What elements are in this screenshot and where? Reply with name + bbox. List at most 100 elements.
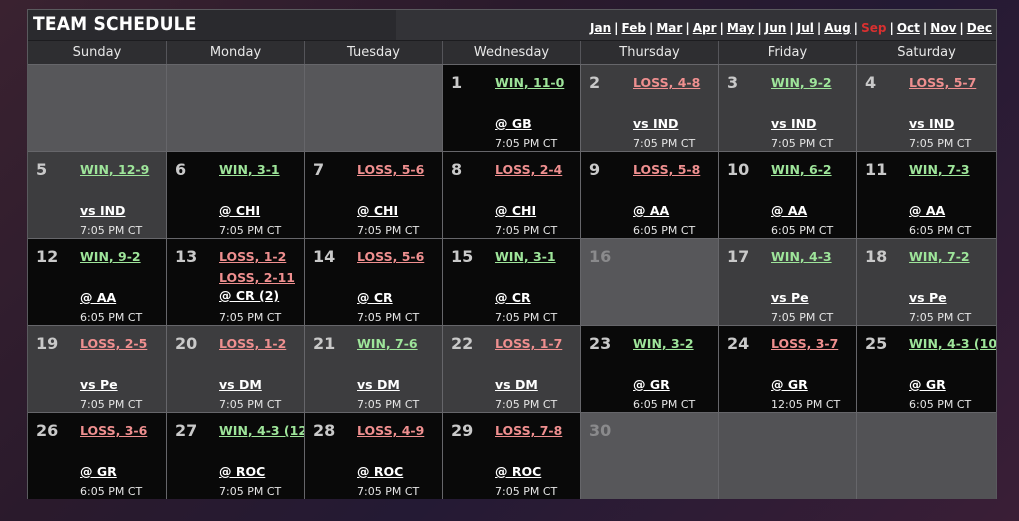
game-result-link[interactable]: WIN, 6-2: [771, 162, 832, 177]
game-time: 7:05 PM CT: [495, 485, 558, 498]
opponent-link[interactable]: vs DM: [219, 377, 262, 392]
month-link-mar[interactable]: Mar: [656, 21, 683, 35]
game-result-link[interactable]: WIN, 7-6: [357, 336, 418, 351]
opponent-link[interactable]: @ CHI: [495, 203, 537, 218]
game-result-link[interactable]: LOSS, 4-9: [357, 423, 425, 438]
game-results: WIN, 11-0: [495, 72, 564, 93]
month-separator: |: [719, 21, 724, 35]
day-number: 15: [451, 247, 474, 266]
month-link-dec[interactable]: Dec: [966, 21, 992, 35]
game-result-link[interactable]: WIN, 11-0: [495, 75, 565, 90]
opponent-link[interactable]: @ ROC: [495, 464, 542, 479]
game-result-link[interactable]: WIN, 12-9: [80, 162, 150, 177]
game-result-link[interactable]: LOSS, 5-7: [909, 75, 977, 90]
month-link-oct[interactable]: Oct: [896, 21, 920, 35]
day-cell-22: 22 LOSS, 1-7 vs DM 7:05 PM CT: [442, 325, 580, 412]
empty-day-cell: [718, 412, 856, 499]
game-result-link[interactable]: LOSS, 3-6: [80, 423, 148, 438]
game-result-link[interactable]: WIN, 3-1: [219, 162, 280, 177]
day-cell-4: 4 LOSS, 5-7 vs IND 7:05 PM CT: [856, 64, 996, 151]
month-link-apr[interactable]: Apr: [692, 21, 717, 35]
game-result-link[interactable]: WIN, 3-2: [633, 336, 694, 351]
opponent-link[interactable]: @ AA: [909, 203, 946, 218]
opponent-link[interactable]: @ ROC: [357, 464, 404, 479]
game-result-link[interactable]: LOSS, 2-4: [495, 162, 563, 177]
game-time: 7:05 PM CT: [219, 398, 282, 411]
month-separator: |: [889, 21, 894, 35]
opponent-link[interactable]: vs Pe: [771, 290, 809, 305]
game-time: 7:05 PM CT: [80, 224, 143, 237]
opponent-link[interactable]: @ GR: [771, 377, 808, 392]
month-link-may[interactable]: May: [726, 21, 755, 35]
game-result-link[interactable]: LOSS, 1-7: [495, 336, 563, 351]
month-link-jul[interactable]: Jul: [796, 21, 814, 35]
game-result-link[interactable]: WIN, 9-2: [771, 75, 832, 90]
day-cell-30: 30: [580, 412, 718, 499]
opponent-link[interactable]: vs Pe: [80, 377, 118, 392]
month-link-jan[interactable]: Jan: [590, 21, 612, 35]
month-selector: Jan | Feb | Mar | Apr | May | Jun | Jul | Aug | Sep | Oct |…: [590, 21, 992, 35]
opponent-link[interactable]: vs IND: [80, 203, 126, 218]
game-result-link[interactable]: WIN, 4-3: [771, 249, 832, 264]
opponent-link[interactable]: vs IND: [909, 116, 955, 131]
opponent-link[interactable]: vs DM: [357, 377, 400, 392]
game-result-link[interactable]: WIN, 7-2: [909, 249, 970, 264]
game-results: LOSS, 3-6: [80, 420, 147, 441]
opponent-link[interactable]: @ CHI: [357, 203, 399, 218]
game-result-link[interactable]: LOSS, 5-6: [357, 249, 425, 264]
game-results: WIN, 7-3: [909, 159, 970, 180]
day-number: 7: [313, 160, 325, 179]
opponent-link[interactable]: @ GB: [495, 116, 532, 131]
opponent-link[interactable]: @ AA: [633, 203, 670, 218]
game-time: 6:05 PM CT: [771, 224, 834, 237]
game-result-link[interactable]: WIN, 4-3 (12): [219, 423, 304, 438]
month-link-sep[interactable]: Sep: [861, 21, 887, 35]
opponent-link[interactable]: @ ROC: [219, 464, 266, 479]
day-cell-9: 9 LOSS, 5-8 @ AA 6:05 PM CT: [580, 151, 718, 238]
game-result-link[interactable]: WIN, 9-2: [80, 249, 141, 264]
game-result-link[interactable]: LOSS, 2-5: [80, 336, 148, 351]
opponent-link[interactable]: vs Pe: [909, 290, 947, 305]
game-result-link[interactable]: LOSS, 5-8: [633, 162, 701, 177]
opponent-link[interactable]: @ CHI: [219, 203, 261, 218]
opponent-link[interactable]: vs DM: [495, 377, 538, 392]
opponent-link[interactable]: @ AA: [771, 203, 808, 218]
opponent-link[interactable]: @ CR: [495, 290, 531, 305]
game-results: WIN, 3-2: [633, 333, 694, 354]
opponent-link[interactable]: @ CR: [357, 290, 393, 305]
day-number: 6: [175, 160, 187, 179]
game-result-link[interactable]: LOSS, 5-6: [357, 162, 425, 177]
opponent-link[interactable]: @ GR: [80, 464, 117, 479]
game-result-link[interactable]: LOSS, 3-7: [771, 336, 839, 351]
month-link-nov[interactable]: Nov: [930, 21, 957, 35]
opponent-link[interactable]: vs IND: [633, 116, 679, 131]
game-results: WIN, 4-3 (10): [909, 333, 996, 354]
game-results: WIN, 9-2: [771, 72, 832, 93]
game-result-link[interactable]: WIN, 3-1: [495, 249, 556, 264]
game-result-link[interactable]: LOSS, 1-2: [219, 336, 287, 351]
day-cell-10: 10 WIN, 6-2 @ AA 6:05 PM CT: [718, 151, 856, 238]
game-result-link[interactable]: LOSS, 1-2: [219, 249, 287, 264]
game-result-link[interactable]: LOSS, 2-11: [219, 270, 295, 285]
day-number: 23: [589, 334, 612, 353]
month-link-feb[interactable]: Feb: [621, 21, 646, 35]
day-cell-15: 15 WIN, 3-1 @ CR 7:05 PM CT: [442, 238, 580, 325]
opponent-link[interactable]: @ GR: [909, 377, 946, 392]
game-results: LOSS, 1-7: [495, 333, 562, 354]
month-link-jun[interactable]: Jun: [764, 21, 787, 35]
game-result-link[interactable]: WIN, 4-3 (10): [909, 336, 996, 351]
day-number: 11: [865, 160, 888, 179]
game-result-link[interactable]: LOSS, 4-8: [633, 75, 701, 90]
opponent-link[interactable]: @ CR (2): [219, 288, 280, 303]
schedule-header: TEAM SCHEDULE Jan | Feb | Mar | Apr | May | Jun | Ju…: [28, 10, 996, 40]
opponent-link[interactable]: @ AA: [80, 290, 117, 305]
game-result-link[interactable]: LOSS, 7-8: [495, 423, 563, 438]
day-number: 28: [313, 421, 336, 440]
game-result-link[interactable]: WIN, 7-3: [909, 162, 970, 177]
game-time: 7:05 PM CT: [495, 224, 558, 237]
opponent-link[interactable]: vs IND: [771, 116, 817, 131]
month-link-aug[interactable]: Aug: [824, 21, 851, 35]
opponent-link[interactable]: @ GR: [633, 377, 670, 392]
day-cell-6: 6 WIN, 3-1 @ CHI 7:05 PM CT: [166, 151, 304, 238]
game-time: 7:05 PM CT: [357, 311, 420, 324]
